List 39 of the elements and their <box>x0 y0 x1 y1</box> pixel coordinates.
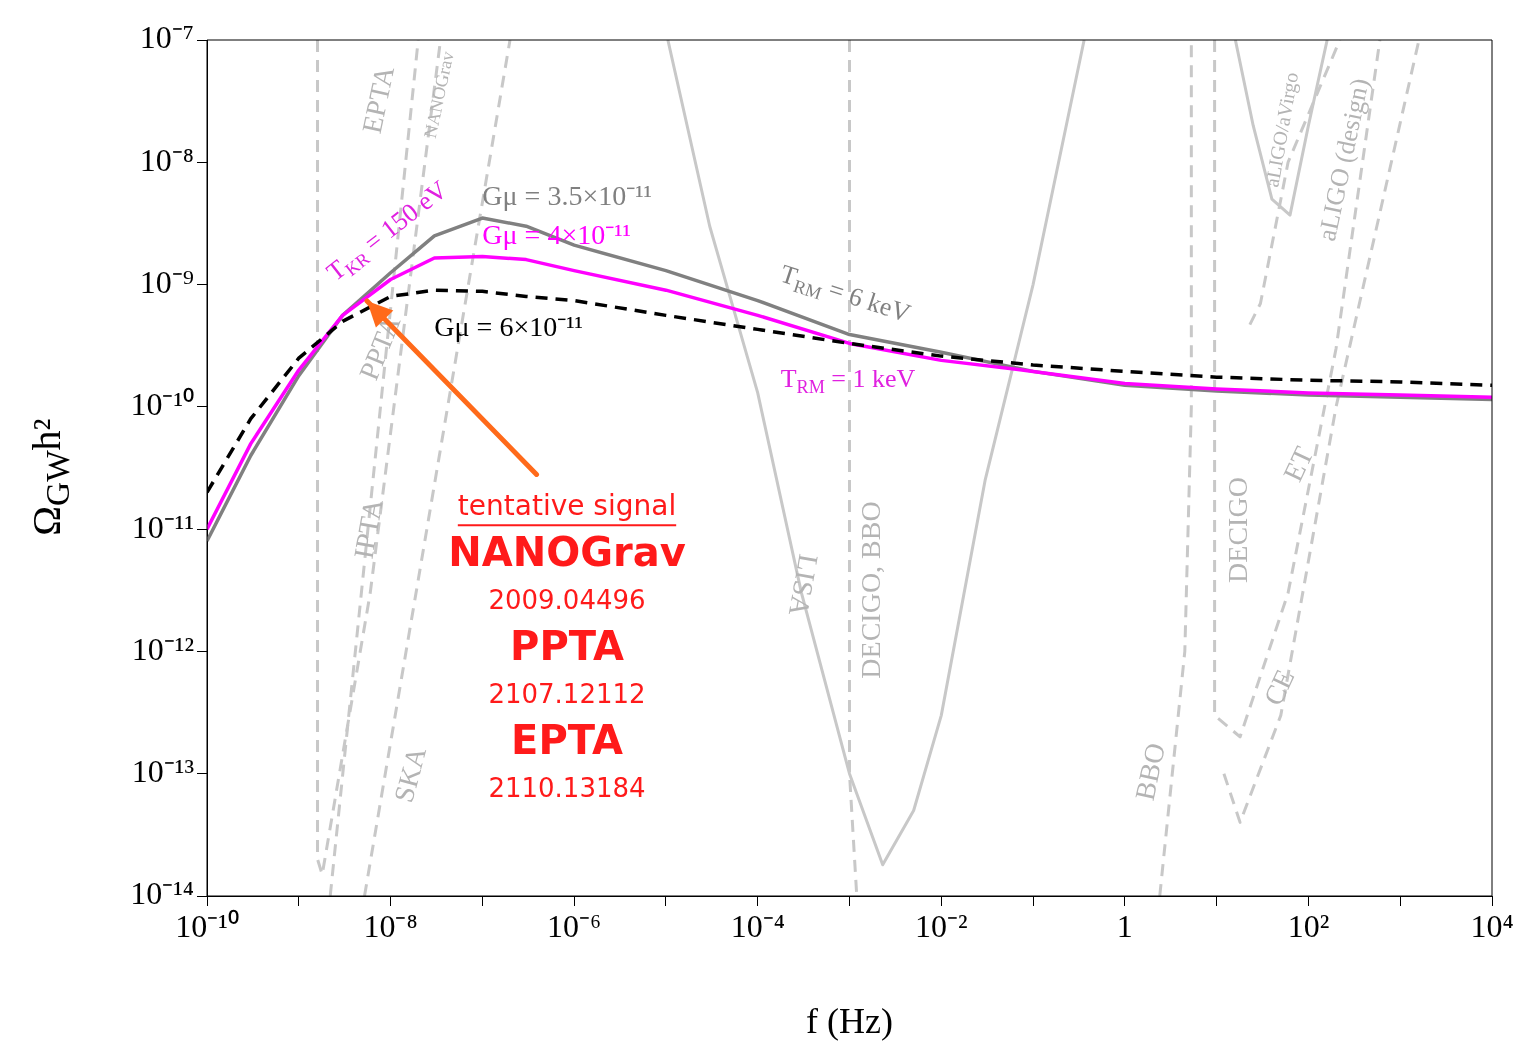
y-tick-label: 10⁻⁹ <box>139 263 194 300</box>
annotation: aLIGO/aVirgo <box>1260 70 1304 189</box>
y-tick-label: 10⁻¹⁰ <box>130 386 194 423</box>
y-tick-label: 10⁻¹² <box>131 630 194 667</box>
x-tick-label: 1 <box>1116 907 1133 944</box>
y-tick-label: 10⁻¹³ <box>131 753 194 790</box>
y-tick-label: 10⁻⁸ <box>139 141 194 178</box>
annotation: SKA <box>387 742 433 806</box>
annotation: DECIGO, BBO <box>855 501 887 679</box>
x-tick-label: 10⁴ <box>1470 907 1514 944</box>
annotation: aLIGO (design) <box>1311 75 1375 244</box>
annotation: NANOGrav <box>448 529 686 576</box>
annotation: NANOGrav <box>419 49 458 140</box>
x-tick-label: 10² <box>1287 907 1330 944</box>
annotation: tentative signal <box>457 489 677 523</box>
annotation: PPTA <box>510 623 624 670</box>
annotation: ET <box>1276 442 1320 487</box>
annotation: 2009.04496 <box>488 584 646 615</box>
annotation: IPTA <box>347 495 389 561</box>
series-label: Gμ = 3.5×10⁻¹¹ <box>482 180 652 212</box>
series-label: Gμ = 4×10⁻¹¹ <box>482 218 631 250</box>
x-tick-label: 10⁻⁸ <box>363 907 418 944</box>
annotation: EPTA <box>511 717 623 764</box>
series-label: Gμ = 6×10⁻¹¹ <box>434 310 583 342</box>
annotation: EPTA <box>355 62 401 136</box>
annotation: LISA <box>782 551 825 620</box>
y-tick-label: 10⁻⁷ <box>139 19 194 56</box>
annotation: TKR = 150 eV <box>321 174 454 287</box>
x-axis-title: f (Hz) <box>805 1000 894 1042</box>
annotation: CE <box>1257 664 1301 711</box>
annotation: 2110.13184 <box>488 772 646 803</box>
x-tick-label: 10⁻⁶ <box>547 907 602 944</box>
annotation: BBO <box>1128 740 1172 803</box>
x-tick-label: 10⁻⁴ <box>730 907 785 944</box>
annotation: TRM = 6 keV <box>777 258 915 329</box>
annotation: DECIGO <box>1222 477 1254 583</box>
annotation: 2107.12112 <box>488 678 646 709</box>
y-tick-label: 10⁻¹¹ <box>131 508 194 545</box>
x-tick-label: 10⁻² <box>914 907 968 944</box>
